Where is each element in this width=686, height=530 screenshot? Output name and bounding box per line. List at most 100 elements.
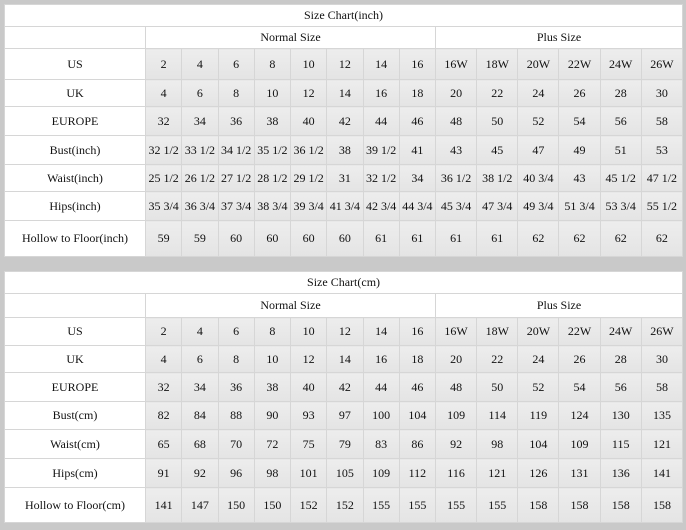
table-cell: 12 <box>289 345 328 373</box>
table-cell: 58 <box>640 106 684 136</box>
table-cell: 29 1/2 <box>289 164 328 192</box>
table-cell: 32 <box>144 106 183 136</box>
table-cell: 158 <box>640 487 684 523</box>
table-cell: 34 <box>181 372 219 402</box>
table-cell: 10 <box>253 79 292 107</box>
table-cell: 6 <box>181 345 219 373</box>
table-cell: 16 <box>362 79 400 107</box>
table-cell: 70 <box>217 429 255 459</box>
size-chart-inch: Size Chart(inch) Normal Size Plus Size US 2 4… <box>4 4 684 257</box>
table-cell: 33 1/2 <box>181 135 219 165</box>
table-cell: 100 <box>362 401 400 430</box>
table-cell: 47 <box>517 135 560 165</box>
table-cell: 28 1/2 <box>253 164 292 192</box>
table-cell: 16 <box>362 345 400 373</box>
section-header-plus: Plus Size <box>435 26 683 49</box>
table-row: Hips(cm) 91 92 96 98 101 105 109 112 116 121 126 131… <box>4 458 684 488</box>
table-cell: 58 <box>640 372 684 402</box>
table-cell: 112 <box>398 458 437 488</box>
table-cell: 36 <box>217 106 255 136</box>
table-cell: 25 1/2 <box>144 164 183 192</box>
table-cell: 45 3/4 <box>434 191 478 221</box>
row-label: UK <box>4 345 146 373</box>
table-cell: 61 <box>398 220 437 257</box>
table-cell: 62 <box>599 220 642 257</box>
row-label: US <box>4 48 146 80</box>
table-cell: 26W <box>640 317 684 346</box>
row-label: Hips(cm) <box>4 458 146 488</box>
table-cell: 8 <box>253 317 292 346</box>
table-row: UK 4 6 8 10 12 14 16 18 20 22 24 26 28 30 <box>4 345 684 373</box>
table-cell: 82 <box>144 401 183 430</box>
table-cell: 32 1/2 <box>144 135 183 165</box>
table-cell: 28 <box>599 345 642 373</box>
table-cell: 59 <box>181 220 219 257</box>
table-cell: 98 <box>476 429 519 459</box>
table-cell: 60 <box>326 220 364 257</box>
table-cell: 6 <box>217 317 255 346</box>
row-label: Hips(inch) <box>4 191 146 221</box>
chart-title: Size Chart(inch) <box>4 4 683 27</box>
table-cell: 44 <box>362 372 400 402</box>
table-cell: 53 3/4 <box>599 191 642 221</box>
table-cell: 109 <box>362 458 400 488</box>
table-cell: 26 1/2 <box>181 164 219 192</box>
table-cell: 42 <box>326 372 364 402</box>
table-cell: 75 <box>289 429 328 459</box>
table-cell: 24 <box>517 345 560 373</box>
table-cell: 8 <box>253 48 292 80</box>
table-cell: 39 1/2 <box>362 135 400 165</box>
table-cell: 42 3/4 <box>362 191 400 221</box>
table-row: Waist(inch) 25 1/2 26 1/2 27 1/2 28 1/2 29 1/… <box>4 164 684 192</box>
table-row: Hollow to Floor(inch) 59 59 60 60 60 60 61 61 61 6… <box>4 220 684 257</box>
table-cell: 38 <box>253 372 292 402</box>
table-cell: 42 <box>326 106 364 136</box>
table-cell: 83 <box>362 429 400 459</box>
table-cell: 16 <box>398 317 437 346</box>
table-cell: 98 <box>253 458 292 488</box>
table-cell: 150 <box>253 487 292 523</box>
table-row: EUROPE 32 34 36 38 40 42 44 46 48 50 52 54 56 58 <box>4 372 684 402</box>
table-cell: 43 <box>434 135 478 165</box>
table-cell: 49 <box>558 135 601 165</box>
table-cell: 37 3/4 <box>217 191 255 221</box>
table-cell: 48 <box>434 372 478 402</box>
table-cell: 28 <box>599 79 642 107</box>
table-cell: 34 <box>398 164 437 192</box>
table-cell: 84 <box>181 401 219 430</box>
table-cell: 22W <box>558 317 601 346</box>
table-row: US 2 4 6 8 10 12 14 16 16W 18W 20W 22W 24W 26W <box>4 48 684 80</box>
table-cell: 52 <box>517 106 560 136</box>
table-cell: 44 3/4 <box>398 191 437 221</box>
table-cell: 24 <box>517 79 560 107</box>
row-label: Hollow to Floor(inch) <box>4 220 146 257</box>
table-cell: 6 <box>181 79 219 107</box>
table-cell: 62 <box>517 220 560 257</box>
table-cell: 49 3/4 <box>517 191 560 221</box>
table-cell: 36 <box>217 372 255 402</box>
table-cell: 51 <box>599 135 642 165</box>
table-cell: 152 <box>289 487 328 523</box>
table-cell: 22 <box>476 345 519 373</box>
table-cell: 101 <box>289 458 328 488</box>
table-row: Hollow to Floor(cm) 141 147 150 150 152 152 155… <box>4 487 684 523</box>
row-label: Hollow to Floor(cm) <box>4 487 146 523</box>
table-cell: 24W <box>599 48 642 80</box>
table-cell: 86 <box>398 429 437 459</box>
table-cell: 22W <box>558 48 601 80</box>
table-cell: 36 1/2 <box>289 135 328 165</box>
row-label: Waist(inch) <box>4 164 146 192</box>
table-cell: 88 <box>217 401 255 430</box>
section-header-normal: Normal Size <box>145 26 436 49</box>
table-cell: 158 <box>517 487 560 523</box>
table-cell: 30 <box>640 345 684 373</box>
table-cell: 62 <box>558 220 601 257</box>
table-cell: 54 <box>558 106 601 136</box>
table-row: Waist(cm) 65 68 70 72 75 79 83 86 92 98 104 109 115 12… <box>4 429 684 459</box>
table-cell: 34 <box>181 106 219 136</box>
table-cell: 60 <box>289 220 328 257</box>
table-cell: 97 <box>326 401 364 430</box>
table-cell: 131 <box>558 458 601 488</box>
row-label: UK <box>4 79 146 107</box>
table-cell: 65 <box>144 429 183 459</box>
